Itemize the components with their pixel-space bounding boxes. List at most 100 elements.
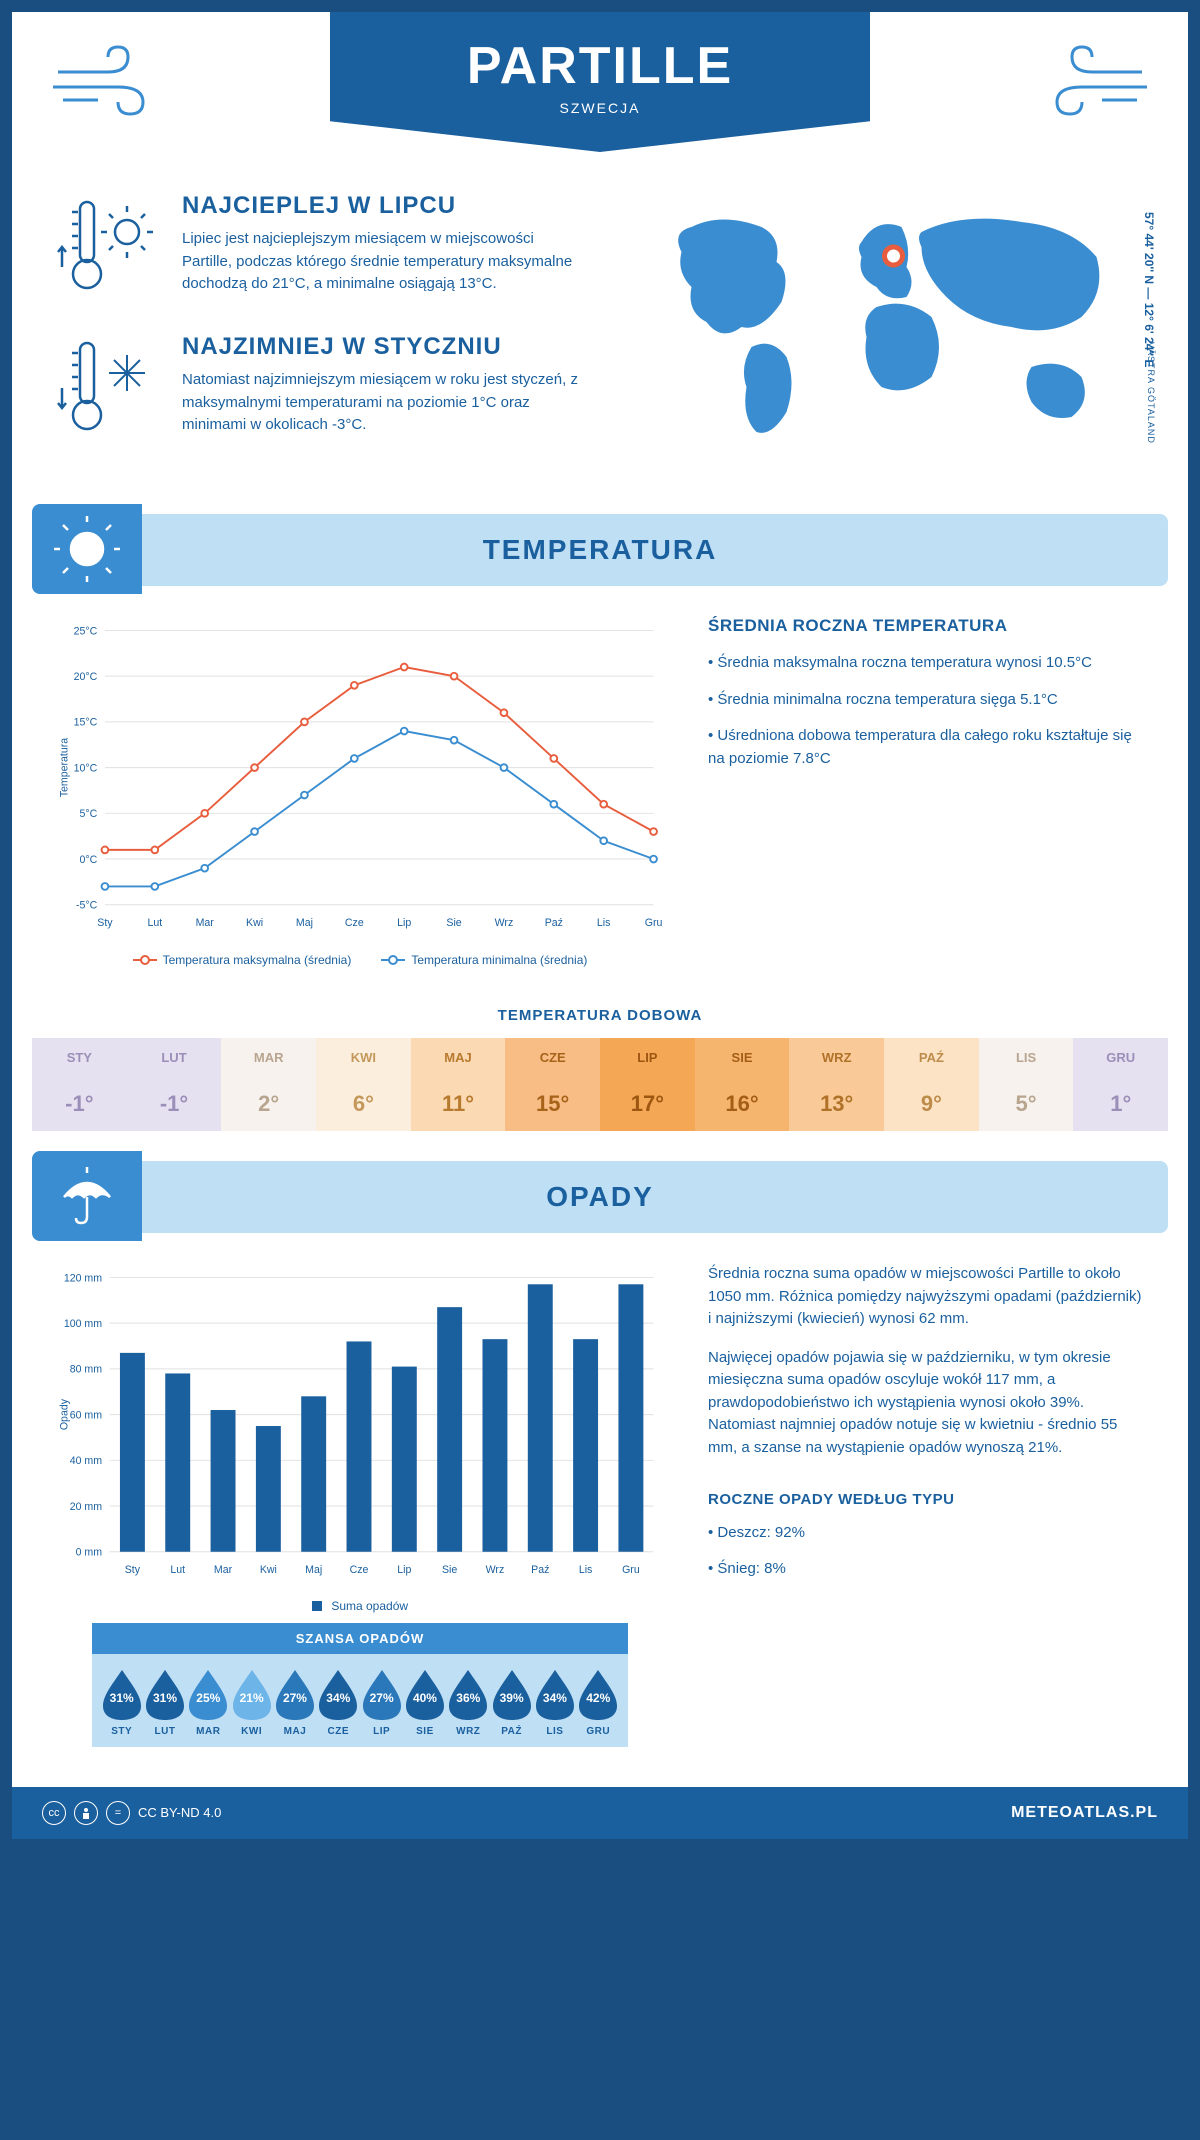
chance-drop-cell: 27% LIP xyxy=(360,1668,403,1737)
svg-text:Sty: Sty xyxy=(97,917,113,929)
daily-temp-cell: CZE15° xyxy=(505,1038,600,1131)
temperature-section-header: TEMPERATURA xyxy=(32,514,1168,586)
thermometer-cold-icon xyxy=(52,333,162,448)
svg-text:5°C: 5°C xyxy=(79,808,97,820)
svg-text:Gru: Gru xyxy=(645,917,663,929)
wind-icon xyxy=(1032,42,1152,127)
page: PARTILLE SZWECJA xyxy=(12,12,1188,1839)
chance-drop-cell: 31% LUT xyxy=(143,1668,186,1737)
svg-text:Mar: Mar xyxy=(214,1564,233,1576)
precip-paragraph: Najwięcej opadów pojawia się w październ… xyxy=(708,1347,1148,1460)
chance-drop-cell: 42% GRU xyxy=(577,1668,620,1737)
svg-text:Lis: Lis xyxy=(597,917,611,929)
chance-drop-cell: 21% KWI xyxy=(230,1668,273,1737)
header-banner: PARTILLE SZWECJA xyxy=(330,12,870,152)
svg-text:20 mm: 20 mm xyxy=(70,1501,103,1513)
temp-bullet: • Średnia minimalna roczna temperatura s… xyxy=(708,689,1148,712)
svg-text:Gru: Gru xyxy=(622,1564,640,1576)
thermometer-hot-icon xyxy=(52,192,162,307)
footer-site: METEOATLAS.PL xyxy=(1011,1804,1158,1822)
daily-temp-cell: KWI6° xyxy=(316,1038,411,1131)
region-label: VÄSTRA GÖTALAND xyxy=(1146,342,1156,444)
svg-text:Kwi: Kwi xyxy=(246,917,263,929)
precip-type-bullet: • Deszcz: 92% xyxy=(708,1522,1148,1545)
svg-text:Lut: Lut xyxy=(170,1564,185,1576)
svg-text:Kwi: Kwi xyxy=(260,1564,277,1576)
precip-chart: 0 mm20 mm40 mm60 mm80 mm100 mm120 mmStyL… xyxy=(52,1263,668,1766)
daily-temp-title: TEMPERATURA DOBOWA xyxy=(12,1007,1188,1024)
license-text: CC BY-ND 4.0 xyxy=(138,1805,221,1820)
svg-text:100 mm: 100 mm xyxy=(64,1318,102,1330)
chance-drop-cell: 25% MAR xyxy=(187,1668,230,1737)
chance-title: SZANSA OPADÓW xyxy=(92,1623,628,1654)
svg-text:Sie: Sie xyxy=(446,917,461,929)
intro-text-column: NAJCIEPLEJ W LIPCU Lipiec jest najcieple… xyxy=(52,192,585,474)
svg-text:80 mm: 80 mm xyxy=(70,1364,103,1376)
world-map-icon xyxy=(615,192,1148,452)
svg-text:25°C: 25°C xyxy=(74,625,98,637)
intro-section: NAJCIEPLEJ W LIPCU Lipiec jest najcieple… xyxy=(12,182,1188,504)
svg-text:Maj: Maj xyxy=(296,917,313,929)
by-icon xyxy=(74,1801,98,1825)
svg-text:Maj: Maj xyxy=(305,1564,322,1576)
legend-square-icon xyxy=(312,1601,322,1611)
chance-drop-cell: 34% CZE xyxy=(317,1668,360,1737)
coldest-block: NAJZIMNIEJ W STYCZNIU Natomiast najzimni… xyxy=(52,333,585,448)
daily-temp-cell: STY-1° xyxy=(32,1038,127,1131)
svg-text:Temperatura: Temperatura xyxy=(58,738,70,797)
footer: cc = CC BY-ND 4.0 METEOATLAS.PL xyxy=(12,1787,1188,1839)
coldest-text: Natomiast najzimniejszym miesiącem w rok… xyxy=(182,369,585,437)
umbrella-icon xyxy=(32,1151,142,1241)
daily-temp-cell: LIS5° xyxy=(979,1038,1074,1131)
svg-text:0 mm: 0 mm xyxy=(76,1547,103,1559)
svg-text:Wrz: Wrz xyxy=(495,917,514,929)
country-subtitle: SZWECJA xyxy=(330,100,870,116)
daily-temp-cell: WRZ13° xyxy=(789,1038,884,1131)
svg-text:Lip: Lip xyxy=(397,917,411,929)
footer-license: cc = CC BY-ND 4.0 xyxy=(42,1801,221,1825)
chance-drop-cell: 39% PAŹ xyxy=(490,1668,533,1737)
legend-item: Temperatura minimalna (średnia) xyxy=(381,953,587,967)
svg-text:Opady: Opady xyxy=(58,1399,70,1431)
city-title: PARTILLE xyxy=(330,36,870,96)
svg-text:Lip: Lip xyxy=(397,1564,411,1576)
svg-text:Cze: Cze xyxy=(350,1564,369,1576)
svg-text:10°C: 10°C xyxy=(74,762,98,774)
temperature-chart: -5°C0°C5°C10°C15°C20°C25°CStyLutMarKwiMa… xyxy=(52,616,668,967)
precip-paragraph: Średnia roczna suma opadów w miejscowośc… xyxy=(708,1263,1148,1331)
svg-text:Cze: Cze xyxy=(345,917,364,929)
chance-drops-row: 31% STY 31% LUT 25% MAR 21% KWI 27% MAJ xyxy=(92,1654,628,1747)
temp-bullet: • Średnia maksymalna roczna temperatura … xyxy=(708,652,1148,675)
svg-text:Sie: Sie xyxy=(442,1564,457,1576)
sun-icon xyxy=(32,504,142,594)
map-column: 57° 44' 20'' N — 12° 6' 24'' E VÄSTRA GÖ… xyxy=(615,192,1148,474)
chance-drop-cell: 27% MAJ xyxy=(273,1668,316,1737)
daily-temp-cell: LUT-1° xyxy=(127,1038,222,1131)
daily-temp-cell: MAR2° xyxy=(221,1038,316,1131)
svg-text:Wrz: Wrz xyxy=(486,1564,505,1576)
daily-temp-cell: GRU1° xyxy=(1073,1038,1168,1131)
wind-icon xyxy=(48,42,168,127)
annual-temp-heading: ŚREDNIA ROCZNA TEMPERATURA xyxy=(708,616,1148,636)
precip-summary: Średnia roczna suma opadów w miejscowośc… xyxy=(708,1263,1148,1766)
precip-legend-label: Suma opadów xyxy=(331,1599,408,1613)
cc-icon: cc xyxy=(42,1801,66,1825)
svg-text:Paź: Paź xyxy=(545,917,563,929)
chance-drop-cell: 40% SIE xyxy=(403,1668,446,1737)
svg-text:-5°C: -5°C xyxy=(76,900,98,912)
hottest-block: NAJCIEPLEJ W LIPCU Lipiec jest najcieple… xyxy=(52,192,585,307)
header: PARTILLE SZWECJA xyxy=(12,12,1188,182)
daily-temp-cell: MAJ11° xyxy=(411,1038,506,1131)
temperature-title: TEMPERATURA xyxy=(483,534,718,565)
temperature-row: -5°C0°C5°C10°C15°C20°C25°CStyLutMarKwiMa… xyxy=(12,616,1188,997)
daily-temp-cell: PAŹ9° xyxy=(884,1038,979,1131)
svg-text:Mar: Mar xyxy=(196,917,215,929)
svg-text:15°C: 15°C xyxy=(74,717,98,729)
svg-text:120 mm: 120 mm xyxy=(64,1273,102,1285)
svg-text:60 mm: 60 mm xyxy=(70,1410,103,1422)
svg-text:Lut: Lut xyxy=(147,917,162,929)
daily-temp-cell: LIP17° xyxy=(600,1038,695,1131)
precip-type-bullet: • Śnieg: 8% xyxy=(708,1558,1148,1581)
svg-text:20°C: 20°C xyxy=(74,671,98,683)
hottest-heading: NAJCIEPLEJ W LIPCU xyxy=(182,192,585,220)
